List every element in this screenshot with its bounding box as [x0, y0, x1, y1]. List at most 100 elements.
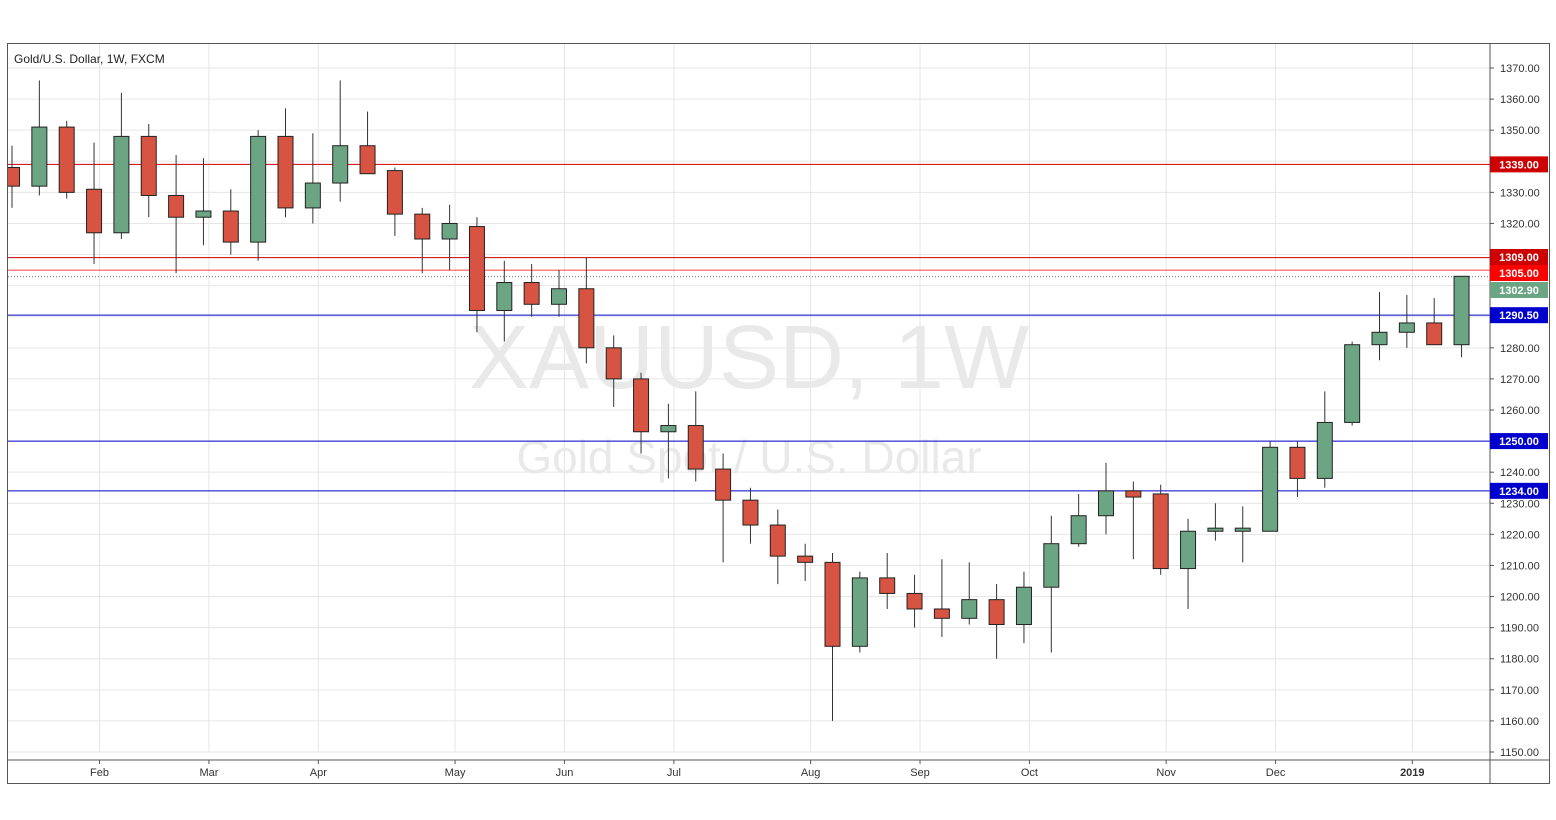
candle-body [140, 135, 157, 196]
candle-body [605, 347, 622, 380]
candle-body [58, 126, 75, 193]
candle-body [359, 145, 376, 175]
x-tick-label: Apr [310, 767, 327, 779]
price-tag-bg [1490, 282, 1548, 298]
y-tick-label: 1150.00 [1500, 747, 1539, 759]
y-tick-label: 1170.00 [1500, 685, 1539, 697]
candle-body [824, 561, 841, 647]
candle-body [551, 288, 567, 305]
y-tick-label: 1280.00 [1500, 343, 1540, 355]
y-tick-label: 1230.00 [1500, 498, 1540, 510]
price-tag: 1309.00 [1490, 249, 1548, 265]
candle-body [933, 608, 950, 619]
y-tick-label: 1220.00 [1500, 529, 1540, 541]
price-tag: 1250.00 [1490, 433, 1548, 450]
candle-body [1234, 527, 1251, 532]
candle-body [797, 555, 814, 563]
price-tag-bg [1490, 249, 1548, 265]
y-tick-label: 1360.00 [1500, 94, 1540, 106]
candle-body [304, 182, 321, 209]
candle-body [578, 288, 595, 349]
candle-body [660, 425, 677, 433]
candle-body [195, 210, 212, 218]
y-tick-label: 1260.00 [1500, 405, 1540, 417]
candle-body [8, 166, 20, 187]
candle-body [31, 126, 48, 187]
candle-body [222, 210, 239, 243]
candle-body [851, 577, 868, 647]
candle-body [769, 524, 786, 557]
price-tag: 1302.90 [1490, 282, 1548, 298]
x-tick-label: Dec [1266, 767, 1286, 779]
candle-body [742, 499, 759, 526]
x-tick-label: Sep [910, 767, 930, 779]
candle-body [386, 170, 403, 215]
x-tick-label: Mar [199, 767, 218, 779]
candle-body [1344, 344, 1361, 423]
price-tag: 1290.50 [1490, 307, 1548, 324]
watermark-symbol: XAUUSD, 1W [469, 308, 1029, 408]
candle-body [1180, 530, 1197, 570]
candle-body [1070, 515, 1087, 545]
y-tick-label: 1370.00 [1500, 63, 1540, 75]
candle-body [414, 213, 431, 240]
x-tick-label: May [445, 767, 466, 779]
price-tag-bg [1490, 307, 1548, 324]
price-tag-label: 1305.00 [1499, 268, 1539, 280]
x-tick-label: Jun [556, 767, 574, 779]
candle-body [1098, 490, 1114, 517]
candle-body [1015, 586, 1032, 626]
candle-body [250, 135, 267, 243]
y-tick-label: 1200.00 [1500, 592, 1540, 604]
price-tag-label: 1250.00 [1499, 436, 1539, 448]
price-tag-bg [1490, 482, 1548, 499]
y-tick-label: 1180.00 [1500, 654, 1539, 666]
y-tick-label: 1350.00 [1500, 125, 1540, 137]
y-tick-label: 1210.00 [1500, 560, 1540, 572]
candle-body [441, 222, 458, 240]
x-tick-label: Feb [90, 767, 109, 779]
candle-body [1152, 493, 1169, 570]
y-tick-label: 1240.00 [1500, 467, 1540, 479]
y-tick-label: 1330.00 [1500, 187, 1540, 199]
candle-body [468, 226, 485, 312]
candle-body [523, 282, 540, 305]
y-tick-label: 1160.00 [1500, 716, 1539, 728]
x-tick-label: Oct [1021, 767, 1038, 779]
candle-body [1371, 331, 1388, 346]
candle-body [496, 282, 513, 312]
x-tick-label: Nov [1156, 767, 1176, 779]
price-tag: 1339.00 [1490, 156, 1548, 173]
candle-body [906, 592, 923, 610]
candle-body [1453, 275, 1470, 346]
candle-body [988, 599, 1005, 626]
candle-body [1262, 446, 1279, 532]
watermark-name: Gold Spot / U.S. Dollar [516, 431, 981, 483]
candle-body [1398, 322, 1415, 333]
candle-body [633, 378, 650, 433]
price-tag-label: 1302.90 [1499, 285, 1539, 297]
candle-body [879, 577, 896, 594]
chart-title: Gold/U.S. Dollar, 1W, FXCM [14, 52, 165, 66]
candle-body [1289, 446, 1306, 479]
price-tag-bg [1490, 433, 1548, 450]
candle-body [332, 145, 349, 184]
x-tick-label: Jul [667, 767, 681, 779]
candle-body [1125, 490, 1142, 498]
y-tick-label: 1190.00 [1500, 623, 1539, 635]
candle-body [168, 194, 185, 218]
candle-body [86, 188, 103, 234]
candle-body [1043, 543, 1060, 588]
candles [8, 80, 1470, 721]
price-tag-bg [1490, 265, 1548, 281]
price-tag-label: 1290.50 [1499, 310, 1539, 322]
candle-body [1316, 421, 1333, 479]
price-tag: 1305.00 [1490, 265, 1548, 281]
y-tick-label: 1320.00 [1500, 218, 1540, 230]
x-tick-label: Aug [801, 767, 821, 779]
candle-body [1207, 527, 1224, 532]
price-tag: 1234.00 [1490, 482, 1548, 499]
price-tag-label: 1309.00 [1499, 252, 1539, 264]
y-tick-label: 1270.00 [1500, 374, 1540, 386]
